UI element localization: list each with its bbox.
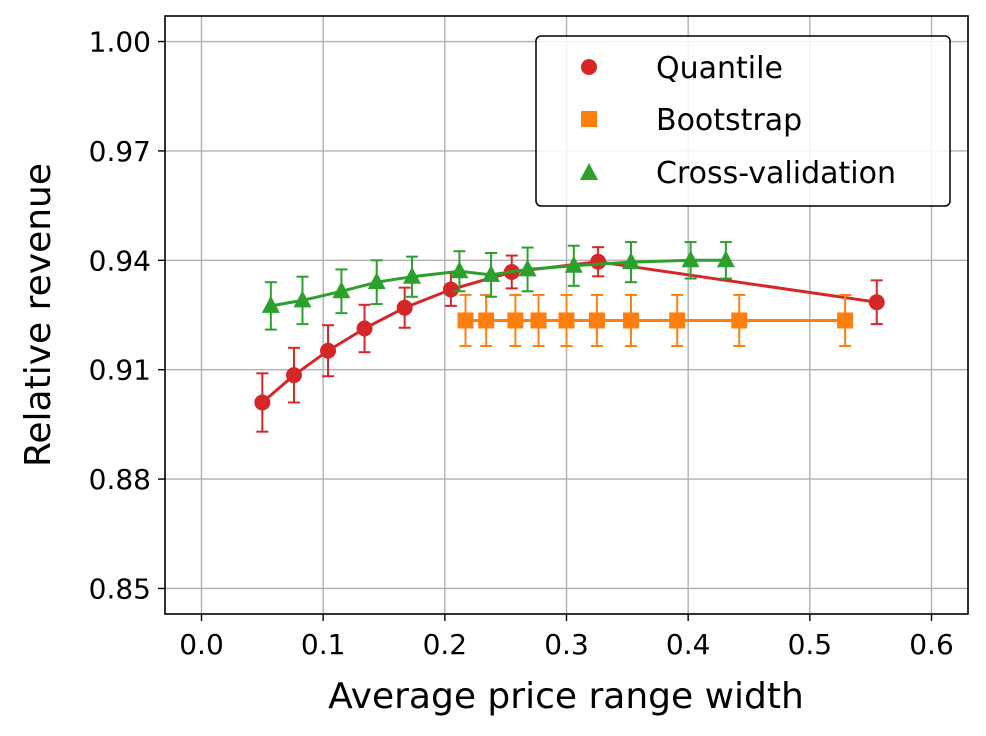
bootstrap-point [457,312,474,329]
cross-validation-point [261,295,280,313]
cross-validation-point [367,272,386,290]
x-tick-label: 0.0 [179,628,224,661]
cross-validation-point [293,290,312,308]
x-tick-label: 0.2 [423,628,468,661]
cross-validation-line [270,258,726,308]
quantile-point [442,281,459,298]
x-axis: 0.0 0.1 0.2 0.3 0.4 0.5 0.6 [179,614,954,661]
quantile-point [590,253,607,270]
series-quantile [254,246,885,433]
y-tick-label: 0.85 [89,572,151,605]
bootstrap-point [669,312,686,329]
bootstrap-point [731,312,748,329]
legend-label-quantile: Quantile [656,51,783,86]
bootstrap-point [507,312,524,329]
cross-validation-point [716,250,735,268]
cross-validation-point [482,264,501,282]
legend-label-cross-validation: Cross-validation [656,156,896,191]
y-tick-label: 0.88 [89,463,151,496]
quantile-point [254,394,271,411]
y-tick-label: 0.91 [89,354,151,387]
quantile-point [320,342,337,359]
legend-label-bootstrap: Bootstrap [656,103,802,138]
bootstrap-point [622,312,639,329]
legend-marker-bootstrap [581,111,597,127]
x-axis-label: Average price range width [328,676,804,717]
cross-validation-point [450,261,469,279]
cross-validation-point [621,252,640,270]
quantile-point [285,367,302,384]
cross-validation-point [681,250,700,268]
y-tick-label: 0.97 [89,135,151,168]
legend-box [535,35,951,207]
x-tick-label: 0.1 [301,628,346,661]
y-axis-label: Relative revenue [18,163,59,467]
legend-marker-cross-validation [580,163,598,180]
series-bootstrap [457,293,854,347]
cross-validation-point [402,266,421,284]
x-tick-label: 0.4 [666,628,711,661]
quantile-point [868,294,885,311]
bootstrap-point [530,312,547,329]
y-tick-label: 0.94 [89,244,151,277]
bootstrap-point [558,312,575,329]
bootstrap-point [588,312,605,329]
quantile-point [396,299,413,316]
series-cross-validation [261,241,735,331]
bootstrap-point [837,312,854,329]
legend-marker-quantile [581,59,597,75]
x-tick-label: 0.3 [544,628,589,661]
series-layer [254,241,885,433]
x-tick-label: 0.5 [788,628,833,661]
x-tick-label: 0.6 [909,628,954,661]
quantile-line [261,260,878,404]
quantile-point [356,320,373,337]
cross-validation-point [564,255,583,273]
cross-validation-point [332,281,351,299]
y-axis: 0.85 0.88 0.91 0.94 0.97 1.00 [89,26,165,605]
y-tick-label: 1.00 [89,26,151,59]
legend: Quantile Bootstrap Cross-validation [535,35,951,207]
cross-validation-point [518,259,537,277]
bootstrap-point [478,312,495,329]
